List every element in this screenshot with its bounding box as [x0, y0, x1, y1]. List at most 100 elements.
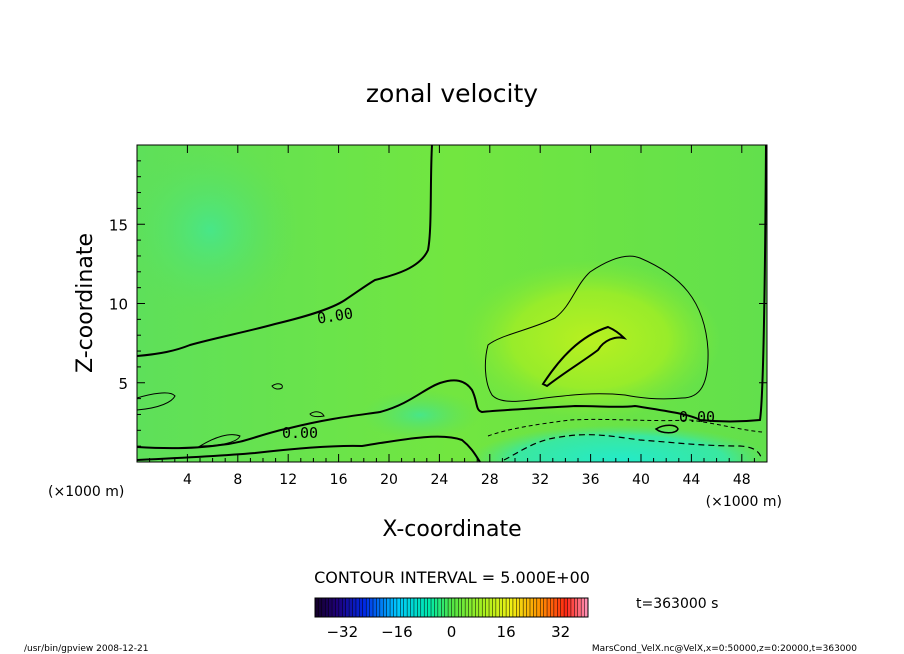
x-tick-label: 48 — [733, 472, 751, 488]
colorbar-tick-label: −32 — [326, 623, 358, 641]
colorbar-segment — [338, 598, 343, 617]
colorbar-segment — [417, 598, 422, 617]
field-patch — [137, 145, 300, 320]
colorbar-segment — [560, 598, 565, 617]
colorbar-segment — [581, 598, 585, 617]
contour-lines — [137, 145, 767, 462]
colorbar-segment — [342, 598, 347, 617]
colorbar-segment — [427, 598, 432, 617]
colorbar-segment — [574, 598, 579, 617]
field-patch — [360, 390, 480, 440]
colorbar-segment — [362, 598, 367, 617]
colorbar-segment — [386, 598, 391, 617]
negative-contour — [503, 434, 763, 461]
x-axis: 4 8 12 16 20 24 28 32 36 40 44 48 — [149, 145, 755, 488]
zero-contour-closed — [541, 325, 628, 388]
positive-velocity-patch — [460, 260, 720, 420]
negative-contour — [487, 418, 763, 437]
colorbar-segment — [533, 598, 538, 617]
colorbar-tick-label: 0 — [447, 623, 457, 641]
colorbar-segment — [499, 598, 503, 617]
colorbar-segment — [523, 598, 527, 617]
y-axis-label: Z-coordinate — [73, 233, 98, 373]
colorbar-segment — [349, 598, 353, 617]
x-tick-label: 36 — [582, 472, 600, 488]
colorbar-segment — [444, 598, 449, 617]
colorbar-segment — [373, 598, 377, 617]
colorbar-segment — [454, 598, 459, 617]
colorbar-segment — [519, 598, 524, 617]
colorbar-segment — [557, 598, 561, 617]
positive-contour — [271, 383, 283, 390]
colorbar-segment — [352, 598, 357, 617]
colorbar-segment — [413, 598, 418, 617]
contour-label: 0.00 — [282, 424, 318, 442]
x-tick-label: 20 — [380, 472, 398, 488]
colorbar-segment — [383, 598, 387, 617]
colorbar-segment — [328, 598, 333, 617]
colorbar-segment — [468, 598, 473, 617]
x-axis-label: X-coordinate — [382, 517, 521, 542]
colorbar-segment — [434, 598, 439, 617]
colorbar-segment — [543, 598, 548, 617]
y-tick-label: 5 — [118, 375, 128, 393]
x-tick-label: 4 — [183, 472, 192, 488]
colorbar-segment — [502, 598, 507, 617]
colorbar-segment — [332, 598, 336, 617]
colorbar-segment — [359, 598, 364, 617]
colorbar-segment — [495, 598, 500, 617]
x-tick-label: 28 — [481, 472, 499, 488]
x-tick-label: 12 — [279, 472, 297, 488]
colorbar-segment — [431, 598, 435, 617]
colorbar-segment — [441, 598, 445, 617]
colorbar-segment — [366, 598, 370, 617]
colorbar-segment — [437, 598, 442, 617]
colorbar-segment — [584, 598, 589, 617]
colorbar-segment — [516, 598, 521, 617]
colorbar-segment — [424, 598, 428, 617]
colorbar-segment — [407, 598, 411, 617]
colorbar-tick-label: 16 — [497, 623, 516, 641]
colorbar-segment — [410, 598, 415, 617]
plot-area: 0.00 0.00 0.00 — [137, 145, 767, 462]
colorbar-segment — [458, 598, 463, 617]
footer-left: /usr/bin/gpview 2008-12-21 — [24, 644, 148, 654]
colorbar-frame — [314, 597, 589, 618]
colorbar-segment — [390, 598, 394, 617]
colorbar-segment — [403, 598, 408, 617]
contour-labels: 0.00 0.00 0.00 — [282, 304, 715, 442]
colorbar-segment — [355, 598, 360, 617]
colorbar-segment — [509, 598, 514, 617]
y-tick-label: 15 — [109, 216, 128, 234]
colorbar-segment — [485, 598, 490, 617]
colorbar-segment — [379, 598, 384, 617]
positive-contour — [484, 255, 709, 402]
zero-contour-small — [654, 424, 679, 434]
colorbar-tick-label: −16 — [381, 623, 413, 641]
colorbar-segment — [335, 598, 340, 617]
colorbar-segment — [512, 598, 517, 617]
colorbar-segment — [376, 598, 381, 617]
x-tick-label: 24 — [430, 472, 448, 488]
colorbar — [314, 598, 589, 617]
x-tick-label: 32 — [531, 472, 549, 488]
colorbar-segment — [482, 598, 486, 617]
negative-velocity-patch — [470, 425, 767, 462]
colorbar-segment — [393, 598, 398, 617]
colorbar-ticks: −32 −16 0 16 32 — [326, 623, 570, 641]
colorbar-segment — [321, 598, 326, 617]
time-label: t=363000 s — [636, 596, 718, 612]
y-tick-label: 10 — [109, 296, 128, 314]
positive-contour — [198, 434, 241, 447]
colorbar-tick-label: 32 — [551, 623, 570, 641]
colorbar-segment — [471, 598, 476, 617]
zero-contour-lower — [137, 145, 767, 450]
colorbar-segment — [577, 598, 582, 617]
x-unit-left: (×1000 m) — [48, 484, 124, 500]
colorbar-segment — [369, 598, 374, 617]
colorbar-segment — [506, 598, 510, 617]
colorbar-segment — [547, 598, 551, 617]
y-axis: 5 10 15 — [109, 160, 767, 447]
colorbar-segment — [526, 598, 531, 617]
